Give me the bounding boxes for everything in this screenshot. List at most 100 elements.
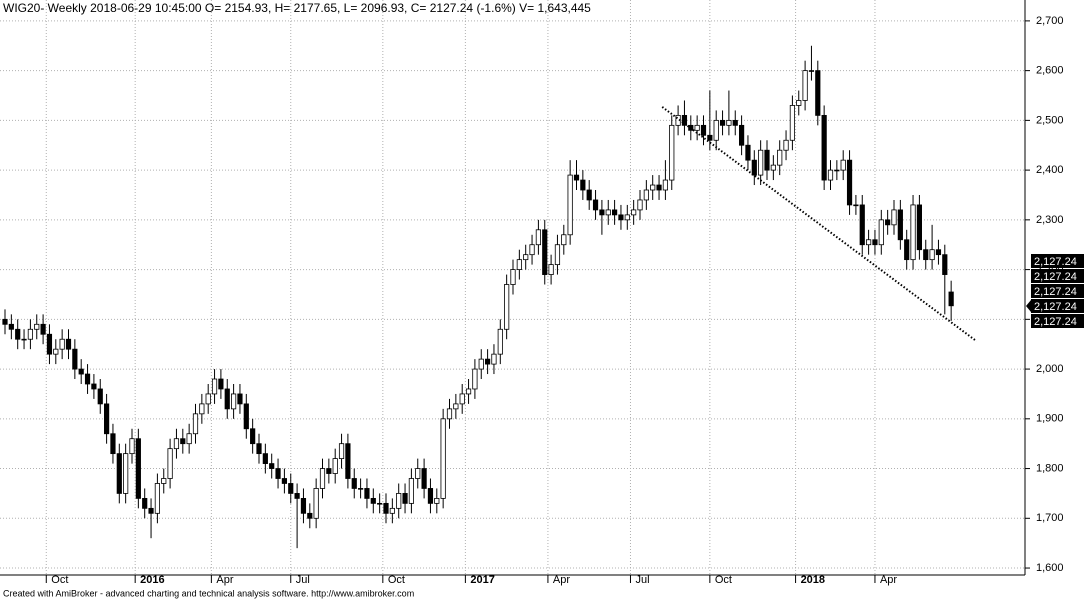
- candle-body: [218, 378, 224, 390]
- candle-body: [434, 497, 440, 504]
- candle-body: [224, 388, 230, 410]
- candle-body: [161, 478, 167, 484]
- candle-body: [370, 497, 376, 504]
- candle-body: [808, 70, 815, 72]
- candle-body: [523, 254, 529, 261]
- x-tick-label: Oct: [388, 574, 405, 586]
- candle-body: [573, 174, 580, 181]
- candle-body: [548, 264, 554, 275]
- candle-body: [192, 413, 199, 435]
- candle-body: [110, 433, 116, 455]
- x-tick-label: Jul: [635, 574, 649, 586]
- x-tick-label: Apr: [216, 574, 233, 586]
- candle-body: [180, 438, 186, 445]
- candles: [2, 45, 978, 549]
- candle-body: [408, 478, 415, 504]
- candle-body: [40, 323, 46, 335]
- x-tick-label: Jul: [296, 574, 310, 586]
- candle-body: [859, 204, 865, 246]
- candle-body: [377, 502, 383, 505]
- y-tick-label: 2,700: [1036, 15, 1064, 27]
- y-tick-label: 2,400: [1036, 164, 1064, 176]
- candle-body: [104, 403, 110, 435]
- candle-body: [230, 393, 237, 410]
- candle-body: [770, 164, 776, 171]
- y-tick-label: 2,300: [1036, 214, 1064, 226]
- candle-body: [942, 254, 948, 275]
- candle-body: [529, 244, 535, 256]
- footer: Created with AmiBroker - advanced charti…: [3, 588, 414, 598]
- candle-body: [402, 493, 408, 504]
- candle-body: [700, 124, 707, 136]
- candle-body: [364, 488, 370, 499]
- candle-body: [516, 259, 522, 270]
- candle-body: [123, 453, 129, 494]
- candle-body: [935, 249, 942, 256]
- candle-body: [631, 209, 637, 216]
- candle-body: [802, 70, 808, 101]
- candle-body: [821, 114, 827, 181]
- candle-body: [313, 488, 319, 519]
- candle-body: [237, 393, 243, 405]
- candle-body: [675, 114, 681, 126]
- x-tick-label: Oct: [51, 574, 68, 586]
- candle-body: [739, 124, 745, 146]
- candle-body: [27, 328, 34, 340]
- price-label: 2,127.24: [1034, 271, 1077, 283]
- candle-body: [421, 468, 427, 489]
- x-tick-label: 2018: [801, 574, 825, 586]
- candle-body: [199, 403, 205, 415]
- candle-body: [872, 239, 878, 246]
- candle-body: [885, 219, 891, 226]
- candle-body: [726, 119, 732, 126]
- candle-body: [338, 443, 345, 460]
- candle-body: [472, 368, 478, 390]
- candle-body: [389, 507, 395, 514]
- candle-body: [542, 229, 548, 275]
- price-label-box: [1031, 299, 1084, 313]
- candle-body: [681, 114, 688, 126]
- candle-body: [846, 159, 853, 206]
- candle-body: [383, 502, 389, 514]
- chart-title: WIG20- Weekly 2018-06-29 10:45:00 O= 215…: [3, 1, 591, 15]
- trend-line: [661, 106, 978, 343]
- candle-body: [650, 184, 656, 191]
- candle-body: [592, 199, 599, 211]
- candle-body: [2, 318, 8, 325]
- candle-body: [275, 468, 281, 479]
- candle-body: [154, 483, 160, 514]
- candle-body: [262, 453, 268, 464]
- candle-body: [167, 448, 173, 479]
- candle-body: [897, 209, 903, 241]
- price-label: 2,127.24: [1034, 316, 1077, 328]
- candle-body: [129, 438, 135, 455]
- candle-body: [878, 219, 884, 246]
- candle-body: [34, 323, 40, 330]
- candle-body: [764, 149, 770, 171]
- candle-body: [250, 428, 256, 445]
- candle-body: [72, 348, 78, 370]
- price-label-box: [1031, 254, 1084, 268]
- price-label-box: [1031, 284, 1084, 298]
- candle-body: [827, 169, 834, 181]
- candle-body: [491, 353, 497, 365]
- candle-body: [904, 239, 910, 261]
- candle-body: [510, 269, 516, 285]
- candle-body: [694, 124, 700, 131]
- candle-body: [535, 229, 542, 246]
- candle-body: [916, 204, 923, 251]
- candle-body: [624, 214, 630, 221]
- candle-body: [300, 497, 307, 514]
- candle-body: [186, 433, 192, 445]
- candle-body: [561, 234, 567, 246]
- candle-body: [97, 388, 103, 405]
- candle-body: [745, 144, 751, 161]
- candle-body: [84, 373, 91, 385]
- candle-body: [713, 119, 719, 141]
- candle-body: [116, 453, 122, 494]
- candle-body: [637, 199, 643, 211]
- candle-body: [440, 418, 446, 499]
- candle-body: [567, 174, 573, 236]
- candle-body: [656, 184, 662, 191]
